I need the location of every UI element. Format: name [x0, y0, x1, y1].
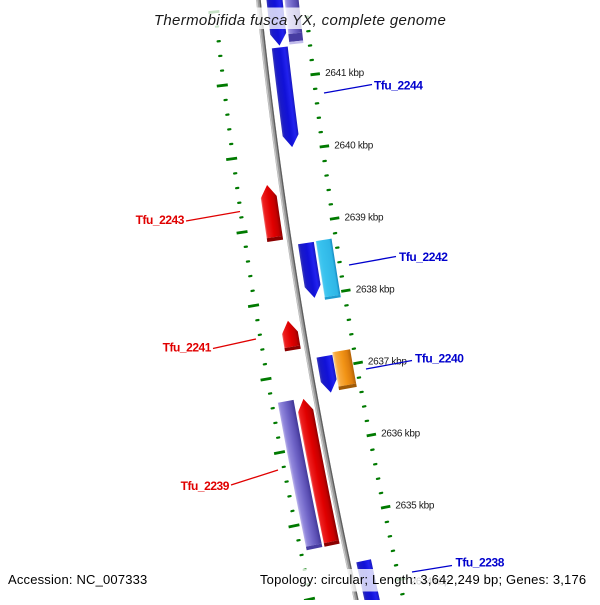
- svg-text:2641 kbp: 2641 kbp: [325, 68, 364, 79]
- svg-text:Tfu_2243: Tfu_2243: [136, 213, 185, 227]
- svg-text:Tfu_2240: Tfu_2240: [415, 352, 464, 366]
- svg-text:2635 kbp: 2635 kbp: [395, 500, 434, 511]
- svg-text:Tfu_2244: Tfu_2244: [374, 79, 423, 93]
- svg-text:2638 kbp: 2638 kbp: [356, 284, 395, 295]
- svg-text:Thermobifida fusca YX, complet: Thermobifida fusca YX, complete genome: [154, 12, 446, 29]
- svg-text:Tfu_2242: Tfu_2242: [399, 250, 448, 264]
- svg-text:Topology: circular; Length: 3,: Topology: circular; Length: 3,642,249 bp…: [260, 572, 586, 587]
- svg-text:Tfu_2241: Tfu_2241: [163, 341, 212, 355]
- svg-text:2639 kbp: 2639 kbp: [345, 212, 384, 223]
- svg-text:Tfu_2238: Tfu_2238: [456, 556, 505, 570]
- svg-text:2640 kbp: 2640 kbp: [334, 140, 373, 151]
- svg-text:Accession: NC_007333: Accession: NC_007333: [8, 572, 147, 587]
- svg-text:2636 kbp: 2636 kbp: [381, 428, 420, 439]
- svg-text:Tfu_2239: Tfu_2239: [181, 479, 230, 493]
